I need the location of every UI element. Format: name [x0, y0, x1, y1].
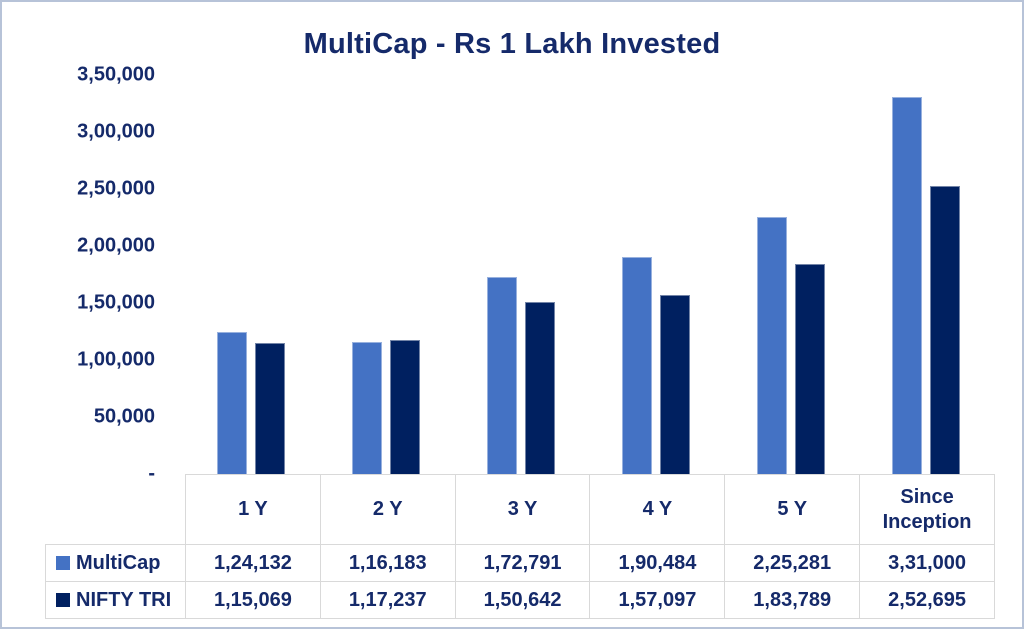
bar-group-5-y	[724, 75, 859, 474]
bar-multicap-since-inception	[892, 97, 923, 474]
table-header-since-inception: Since Inception	[859, 474, 995, 545]
y-tick-label: 1,00,000	[77, 348, 155, 371]
table-row-nifty-tri: NIFTY TRI 1,15,069 1,17,237 1,50,642 1,57,09…	[45, 581, 995, 619]
bar-group-since-inception	[859, 75, 994, 474]
bar-nifty-tri-2-y	[389, 340, 420, 474]
bar-multicap-3-y	[486, 277, 517, 474]
bar-group-3-y	[453, 75, 588, 474]
table-header-5-y: 5 Y	[724, 474, 861, 545]
bar-multicap-2-y	[351, 342, 382, 474]
legend-cell-nifty-tri: NIFTY TRI	[45, 581, 186, 619]
bar-multicap-5-y	[757, 217, 788, 474]
y-tick-label: 50,000	[93, 405, 155, 428]
value-nifty-tri-1-y: 1,15,069	[185, 581, 321, 619]
value-nifty-tri-2-y: 1,17,237	[319, 581, 456, 619]
value-nifty-tri-since-inception: 2,52,695	[859, 581, 995, 619]
table-corner-cell	[46, 475, 186, 545]
bar-multicap-1-y	[216, 332, 247, 474]
y-tick-label: 3,00,000	[77, 120, 155, 143]
value-nifty-tri-5-y: 1,83,789	[724, 581, 861, 619]
bar-nifty-tri-3-y	[524, 302, 555, 474]
table-header-1-y: 1 Y	[185, 474, 321, 545]
value-multicap-4-y: 1,90,484	[589, 544, 726, 582]
plot-area	[183, 75, 994, 474]
legend-swatch-multicap	[56, 556, 70, 570]
bar-nifty-tri-5-y	[795, 264, 826, 474]
table-header-3-y: 3 Y	[454, 474, 591, 545]
y-tick-label: 1,50,000	[77, 291, 155, 314]
y-tick-label: 3,50,000	[77, 63, 155, 86]
bar-group-2-y	[318, 75, 453, 474]
y-tick-label: -	[148, 462, 155, 485]
legend-cell-multicap: MultiCap	[45, 544, 186, 582]
bar-nifty-tri-since-inception	[930, 186, 961, 474]
value-nifty-tri-3-y: 1,50,642	[454, 581, 591, 619]
series-name: MultiCap	[76, 551, 161, 574]
chart-title: MultiCap - Rs 1 Lakh Invested	[303, 28, 721, 60]
bar-multicap-4-y	[622, 257, 653, 474]
y-axis: 3,50,000 3,00,000 2,50,000 2,00,000 1,50,000…	[2, 2, 155, 627]
bar-nifty-tri-4-y	[660, 295, 691, 474]
y-tick-label: 2,50,000	[77, 177, 155, 200]
table-row-multicap: MultiCap 1,24,132 1,16,183 1,72,791 1,90,484…	[45, 544, 995, 582]
series-name: NIFTY TRI	[76, 588, 172, 611]
value-nifty-tri-4-y: 1,57,097	[589, 581, 726, 619]
value-multicap-5-y: 2,25,281	[724, 544, 861, 582]
legend-swatch-nifty-tri	[56, 593, 70, 607]
value-multicap-since-inception: 3,31,000	[859, 544, 995, 582]
y-tick-label: 2,00,000	[77, 234, 155, 257]
bar-nifty-tri-1-y	[254, 343, 285, 474]
table-header-4-y: 4 Y	[589, 474, 726, 545]
table-header-2-y: 2 Y	[319, 474, 456, 545]
bar-group-1-y	[183, 75, 318, 474]
value-multicap-2-y: 1,16,183	[319, 544, 456, 582]
bar-group-4-y	[589, 75, 724, 474]
value-multicap-3-y: 1,72,791	[454, 544, 591, 582]
value-multicap-1-y: 1,24,132	[185, 544, 321, 582]
